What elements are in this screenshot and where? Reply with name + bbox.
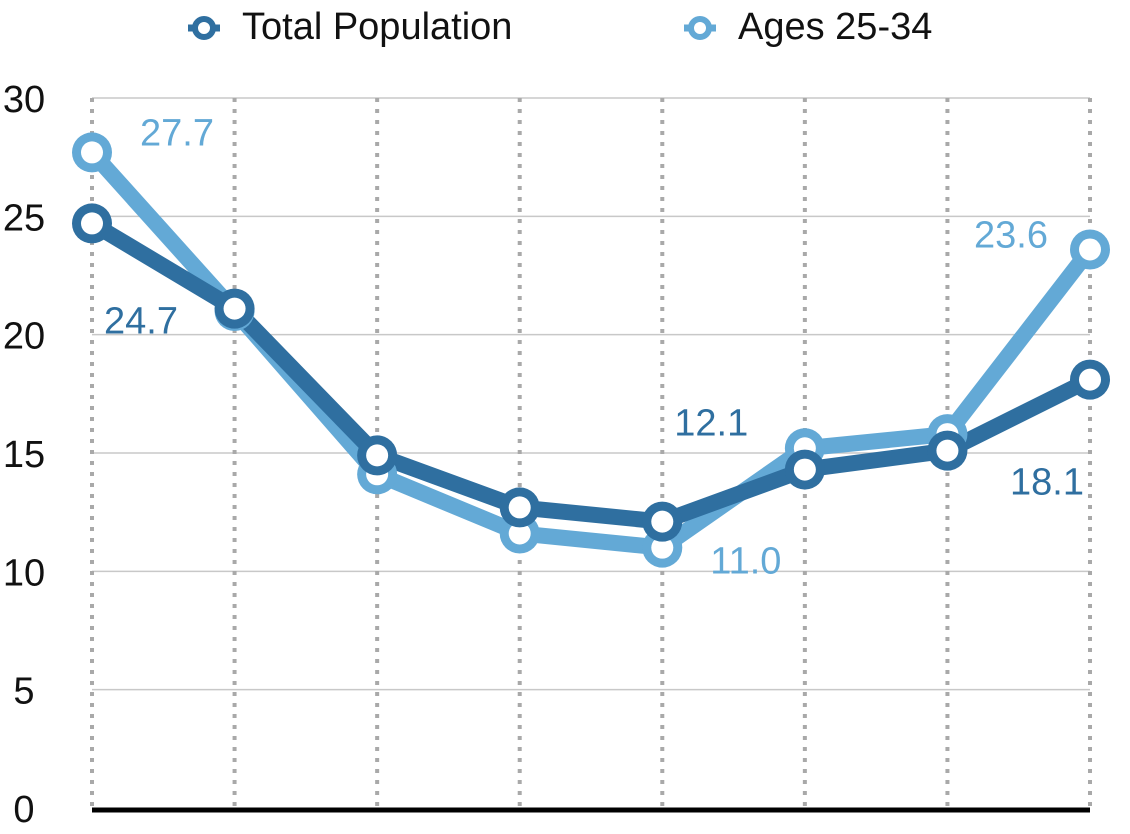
- data-point-ages-25-34-center: [651, 536, 674, 559]
- data-point-ages-25-34-center: [81, 141, 103, 164]
- data-label-total-population: 18.1: [1010, 462, 1084, 504]
- y-tick-label: 30: [3, 79, 45, 121]
- legend-marker-total-population-icon: [188, 15, 220, 40]
- y-tick-label: 15: [3, 434, 45, 476]
- data-point-total-population-center: [223, 297, 246, 320]
- data-point-ages-25-34-center: [508, 522, 531, 545]
- y-tick-label: 0: [13, 789, 34, 831]
- data-label-ages-25-34: 23.6: [974, 214, 1048, 256]
- legend-label-ages-25-34: Ages 25-34: [738, 6, 933, 48]
- data-point-total-population-center: [366, 444, 389, 467]
- data-point-total-population-center: [936, 439, 959, 462]
- series-line-ages-25-34: [84, 144, 1098, 556]
- y-tick-label: 5: [13, 671, 34, 713]
- data-point-ages-25-34-center: [1079, 238, 1101, 261]
- data-point-total-population-center: [508, 496, 531, 519]
- legend-marker-ages-25-34-icon: [684, 15, 716, 40]
- data-label-total-population: 24.7: [104, 300, 178, 342]
- data-point-total-population-center: [81, 212, 103, 235]
- data-point-total-population-center: [1079, 368, 1101, 391]
- data-label-total-population: 12.1: [674, 403, 748, 445]
- y-tick-label: 20: [3, 316, 45, 358]
- y-tick-label: 25: [3, 197, 45, 239]
- legend-label-total-population: Total Population: [242, 6, 513, 48]
- data-point-total-population-center: [793, 458, 816, 481]
- data-label-ages-25-34: 11.0: [710, 541, 781, 583]
- data-point-total-population-center: [651, 510, 674, 533]
- legend-item-total-population[interactable]: Total Population: [188, 6, 512, 49]
- series-line-total-population: [84, 215, 1098, 530]
- legend: Total Population Ages 25-34: [0, 6, 1130, 50]
- data-label-ages-25-34: 27.7: [140, 112, 214, 154]
- legend-item-ages-25-34[interactable]: Ages 25-34: [684, 6, 932, 49]
- y-tick-label: 10: [3, 552, 45, 594]
